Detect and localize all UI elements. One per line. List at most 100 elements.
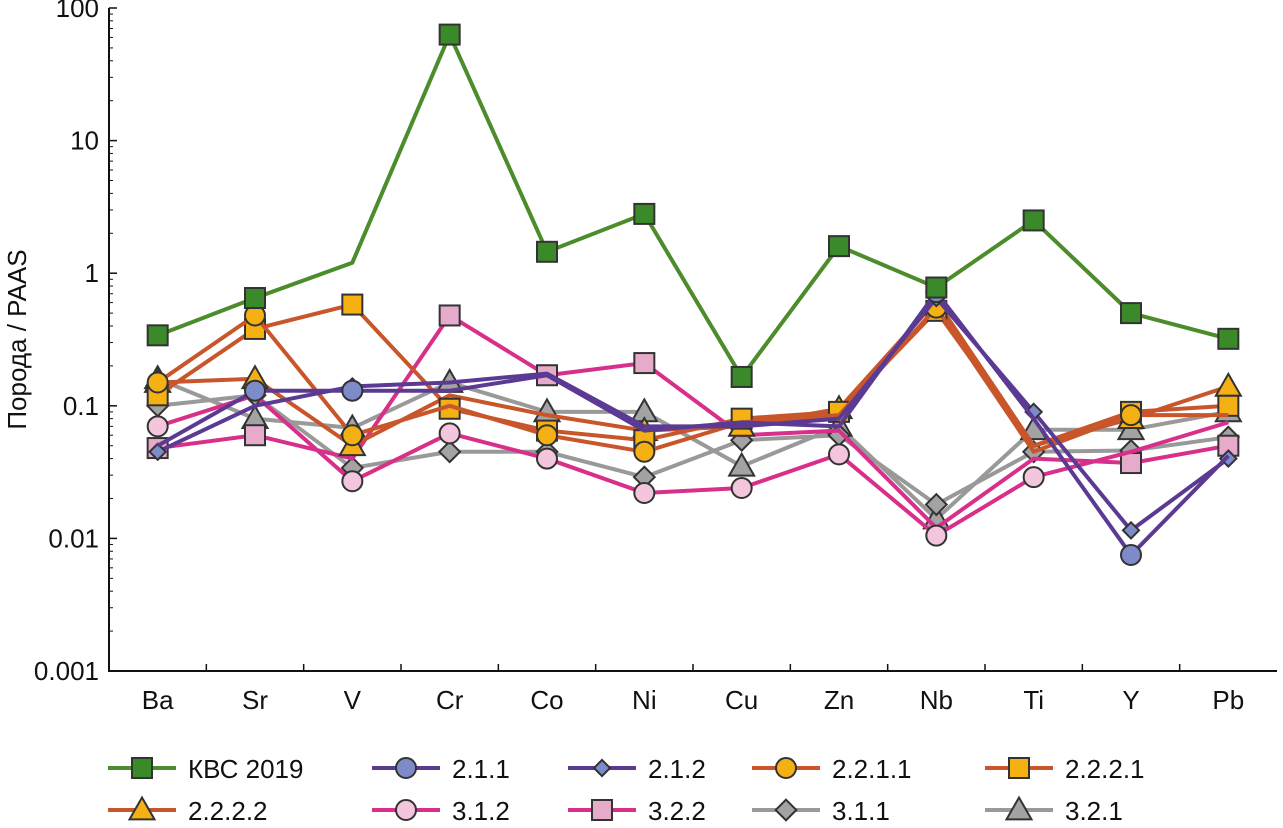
data-point <box>244 379 266 402</box>
legend-item: КВС 2019 <box>108 754 303 784</box>
data-point <box>341 424 364 447</box>
legend-item: 2.2.2.1 <box>985 754 1145 784</box>
legend-marker <box>1004 795 1034 821</box>
data-point <box>146 324 169 347</box>
legend-label: 2.1.1 <box>452 754 510 784</box>
data-point <box>1214 371 1243 397</box>
data-point <box>1120 302 1142 325</box>
series-group <box>143 23 1243 566</box>
legend-label: 3.2.1 <box>1065 796 1123 826</box>
series-line <box>157 298 1229 448</box>
x-tick-label: Pb <box>1212 685 1244 715</box>
data-point <box>1120 543 1142 566</box>
x-tick-label: Cr <box>436 685 464 715</box>
y-tick-label: 0.001 <box>34 656 99 686</box>
axes: 100 10 1 0.1 0.01 0.001 Ba Sr V Cr Co Ni Cu Zn Nb Ti Y Pb… <box>2 0 1277 715</box>
data-point <box>148 442 168 462</box>
data-point <box>1120 452 1142 475</box>
series-3-1-2 <box>146 393 1229 547</box>
data-point <box>633 481 656 504</box>
legend-marker <box>774 798 798 822</box>
y-tick-label: 0.01 <box>48 523 99 553</box>
data-point <box>1217 394 1240 417</box>
data-point <box>925 524 948 547</box>
data-point <box>828 235 850 258</box>
y-axis-title: Порода / PAAS <box>2 249 32 429</box>
data-point <box>536 240 558 263</box>
x-tick-label: Ni <box>632 685 657 715</box>
data-point <box>633 352 656 375</box>
x-tick-label: Y <box>1122 685 1139 715</box>
data-point <box>828 443 850 466</box>
series-line <box>156 305 1229 454</box>
legend-label: 2.1.2 <box>648 754 706 784</box>
series-line <box>156 32 1229 379</box>
data-point <box>437 440 462 464</box>
data-point <box>438 422 461 445</box>
legend-label: КВС 2019 <box>188 754 303 784</box>
data-point <box>1022 209 1045 232</box>
data-point <box>925 276 948 299</box>
series-line <box>156 290 1230 557</box>
data-point <box>924 492 949 517</box>
data-point <box>244 424 266 447</box>
data-point <box>727 451 756 477</box>
data-point <box>1121 520 1141 540</box>
x-tick-label: Sr <box>242 685 268 715</box>
series-line <box>156 296 1230 533</box>
legend-marker <box>775 757 797 779</box>
series-2-1-2 <box>148 288 1238 540</box>
legend-marker <box>395 757 417 779</box>
legend-item: 2.1.1 <box>372 754 510 784</box>
x-tick-label: Cu <box>725 685 758 715</box>
y-tick-label: 0.1 <box>63 391 99 421</box>
data-point <box>1022 466 1045 489</box>
legend-label: 2.2.2.1 <box>1065 754 1145 784</box>
series-line <box>157 393 1229 538</box>
data-point <box>341 379 364 402</box>
legend-marker <box>131 757 153 779</box>
data-point <box>1120 404 1142 427</box>
x-tick-label: Co <box>530 685 563 715</box>
data-point <box>536 447 558 470</box>
series-2-2-1-1 <box>146 296 1229 463</box>
data-point <box>633 440 656 463</box>
series-2019 <box>146 23 1240 388</box>
legend-label: 3.1.2 <box>452 796 510 826</box>
data-point <box>244 287 266 310</box>
legend-marker <box>591 799 613 821</box>
legend-label: 3.1.1 <box>832 796 890 826</box>
legend-marker <box>127 795 157 821</box>
data-point <box>146 371 169 394</box>
legend-item: 2.2.2.2 <box>108 795 268 826</box>
legend: КВС 2019 2.1.1 2.1.2 2.2.1.1 2.2.2.1 2.2.2.2 3… <box>108 754 1145 826</box>
legend-item: 3.2.1 <box>985 795 1123 826</box>
legend-item: 3.1.2 <box>372 796 510 826</box>
legend-item: 2.1.2 <box>568 754 706 784</box>
data-point <box>438 304 461 327</box>
data-point <box>341 470 364 493</box>
y-tick-label: 1 <box>85 258 99 288</box>
data-point <box>536 424 558 447</box>
legend-item: 3.2.2 <box>568 796 706 826</box>
data-point <box>146 415 169 438</box>
x-tick-label: Ti <box>1023 685 1044 715</box>
x-tick-label: Nb <box>920 685 953 715</box>
data-point <box>633 202 656 225</box>
legend-marker <box>395 799 417 821</box>
y-tick-label: 10 <box>70 126 99 156</box>
legend-label: 2.2.1.1 <box>832 754 912 784</box>
x-tick-label: V <box>344 685 362 715</box>
legend-item: 2.2.1.1 <box>752 754 912 784</box>
data-point <box>341 293 364 316</box>
y-tick-label: 100 <box>56 0 99 23</box>
legend-marker <box>592 758 612 778</box>
data-point <box>730 365 753 388</box>
legend-marker <box>1008 757 1030 779</box>
x-tick-label: Ba <box>142 685 174 715</box>
series-line <box>157 313 1229 530</box>
legend-label: 3.2.2 <box>648 796 706 826</box>
data-point <box>1217 327 1240 350</box>
legend-item: 3.1.1 <box>752 796 890 826</box>
